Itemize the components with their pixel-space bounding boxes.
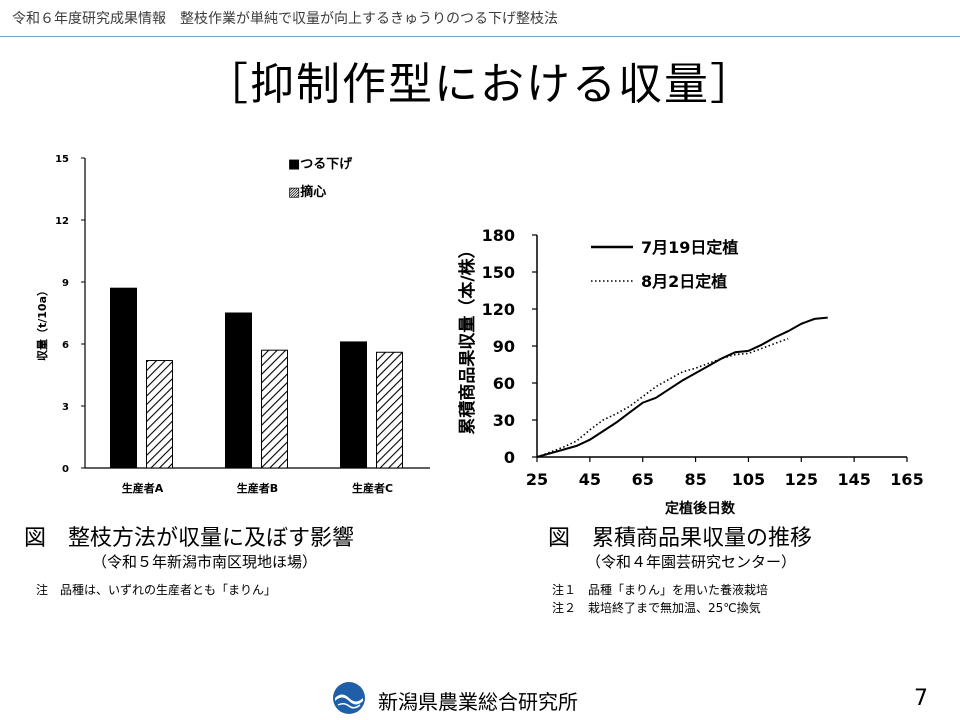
footer-organization: 新潟県農業総合研究所 [378,690,578,714]
legend-entry: 8月2日定植 [641,272,727,291]
y-tick-label: 12 [55,216,69,227]
x-tick-label: 165 [890,470,923,489]
y-tick-label: 9 [62,278,69,289]
left-chart-note: 注 品種は、いずれの生産者とも「まりん」 [36,583,277,597]
legend-entry: ▨摘心 [288,184,326,200]
right-chart-note-1: 注１ 品種「まりん」を用いた養液栽培 [552,583,769,597]
y-tick-label: 3 [62,402,69,413]
right-chart-caption: 図 累積商品果収量の推移 [548,526,813,551]
y-tick-label: 6 [62,340,69,351]
page-title: ［抑制作型における収量］ [204,59,756,110]
series-line-aug2 [536,337,789,458]
bar-tsurusage [110,287,137,469]
x-category-label: 生産者B [237,481,278,495]
header-bar: 令和６年度研究成果情報 整枝作業が単純で収量が向上するきゅうりのつる下げ整枝法 [0,0,960,37]
x-tick-label: 145 [837,470,870,489]
y-axis-label: 収量（t/10a） [36,285,49,361]
legend-entry: 7月19日定植 [641,238,738,257]
institute-logo-icon [333,682,365,714]
x-tick-label: 25 [526,470,548,489]
y-tick-label: 15 [55,154,69,165]
y-tick-label: 90 [493,337,515,356]
page-number: 7 [914,686,928,711]
bar-chart: 0 3 6 9 12 15 収量（t/10a） 生産者A 生産者B 生産者C ■つる下げ ▨摘心 [36,154,430,495]
x-tick-label: 65 [632,470,654,489]
x-category-label: 生産者C [352,481,393,495]
left-chart-subcaption: （令和５年新潟市南区現地ほ場） [92,553,318,571]
x-tick-label: 125 [785,470,818,489]
right-chart-note-2: 注２ 栽培終了まで無加温、25℃換気 [552,601,761,615]
y-tick-label: 150 [482,263,515,282]
y-tick-label: 30 [493,411,515,430]
x-tick-label: 45 [579,470,601,489]
right-chart-subcaption: （令和４年園芸研究センター） [586,553,797,571]
left-chart-caption: 図 整枝方法が収量に及ぼす影響 [24,526,355,551]
y-tick-label: 60 [493,374,515,393]
line-chart: 0 30 60 90 120 150 180 25 45 65 85 105 125 145 165 定植後日… [457,226,924,517]
bar-tsurusage [340,341,367,469]
y-tick-label: 0 [504,448,515,467]
header-text: 令和６年度研究成果情報 整枝作業が単純で収量が向上するきゅうりのつる下げ整枝法 [12,11,558,27]
y-tick-label: 0 [62,464,69,475]
header-divider [0,36,960,37]
legend-entry: ■つる下げ [288,156,353,172]
y-tick-label: 120 [482,300,515,319]
y-tick-label: 180 [482,226,515,245]
y-axis-label: 累積商品果収量（本/株） [457,241,478,434]
x-tick-label: 85 [684,470,706,489]
x-tick-label: 105 [732,470,765,489]
bar-tsurusage [225,312,252,469]
bar-tekishin [376,351,403,469]
series-line-jul19 [536,316,828,458]
x-axis-label: 定植後日数 [665,500,736,517]
x-category-label: 生産者A [122,481,164,495]
bar-tekishin [261,349,288,469]
bar-tekishin [146,360,173,469]
